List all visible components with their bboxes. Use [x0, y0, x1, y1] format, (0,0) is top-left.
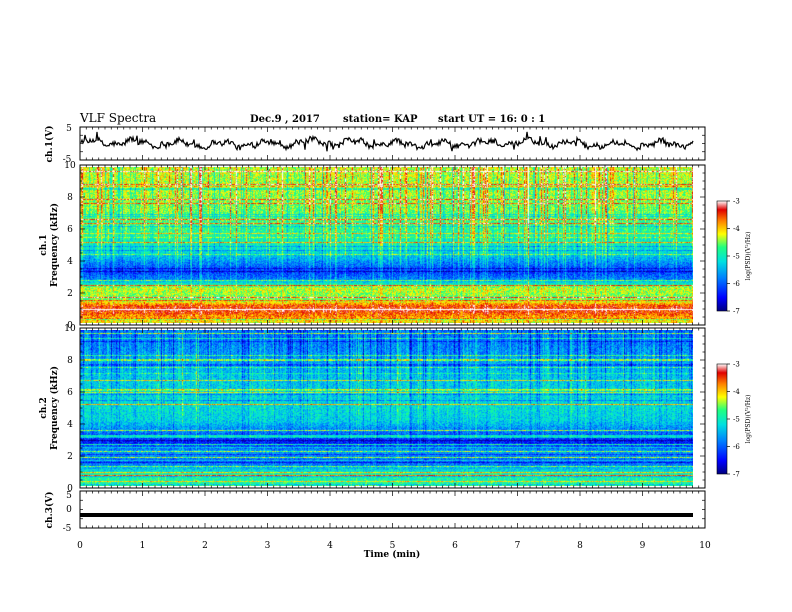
x-tick-label: 0	[77, 541, 83, 551]
time-axis-label: Time (min)	[364, 549, 421, 560]
x-tick-label: 5	[390, 541, 396, 551]
ch1-colorbar: -3 -4 -5 -6 -7 log(PSD)(V²/Hz)	[716, 198, 752, 316]
ch1-spectrogram-panel: 0 2 4 6 8 10 ch.1 Frequency (kHz)	[39, 161, 706, 331]
colorbar-tick-label: -5	[733, 253, 740, 261]
y-tick-label: 10	[64, 324, 76, 334]
ch2-colorbar-gradient	[716, 363, 728, 475]
ch2-colorbar-label: log(PSD)(V²/Hz)	[745, 395, 752, 444]
header-date: Dec.9 , 2017	[250, 114, 320, 125]
ch1-spectrogram-ylabel-ch: ch.1	[39, 234, 49, 255]
y-tick-label: 6	[67, 388, 73, 398]
ch1-spectrogram-yticks: 0 2 4 6 8 10	[64, 161, 705, 331]
y-tick-label: 2	[67, 289, 73, 299]
colorbar-tick-label: -6	[733, 443, 740, 451]
ch2-colorbar: -3 -4 -5 -6 -7 log(PSD)(V²/Hz)	[716, 361, 752, 479]
colorbar-tick-label: -7	[733, 308, 740, 316]
colorbar-tick-label: -3	[733, 361, 740, 369]
ch2-spectrogram-image	[80, 330, 693, 486]
colorbar-tick-label: -5	[733, 416, 740, 424]
y-tick-label: 4	[67, 257, 73, 267]
y-tick-label: 0	[67, 484, 73, 494]
ch1-waveform-panel: 5 -5 ch.1(V)	[44, 124, 706, 165]
y-tick-label: 4	[67, 420, 73, 430]
x-tick-label: 8	[577, 541, 583, 551]
chart-title: VLF Spectra	[79, 111, 156, 125]
ch3-ytick-bottom: -5	[63, 524, 72, 534]
header-station: station= KAP	[343, 114, 418, 125]
ch1-spectrogram-ylabel-freq: Frequency (kHz)	[49, 203, 60, 287]
y-tick-label: 8	[67, 193, 73, 203]
x-tick-label: 2	[202, 541, 208, 551]
ch1-ytick-bottom: -5	[63, 155, 72, 165]
ch3-waveform-ylabel: ch.3(V)	[44, 492, 55, 529]
x-tick-label: 1	[140, 541, 146, 551]
time-axis-tick-labels: 0 1 2 3 4 5 6 7 8 9 10	[77, 541, 711, 551]
ch2-spectrogram-yticks: 0 2 4 6 8 10	[64, 324, 705, 494]
colorbar-tick-label: -4	[733, 225, 740, 233]
ch1-spectrogram-image	[80, 167, 693, 323]
colorbar-tick-label: -7	[733, 471, 740, 479]
y-tick-label: 10	[64, 161, 76, 171]
colorbar-tick-label: -6	[733, 280, 740, 288]
y-tick-label: 2	[67, 452, 73, 462]
y-tick-label: 6	[67, 225, 73, 235]
header-start-ut: start UT = 16: 0 : 1	[438, 114, 545, 125]
x-tick-label: 3	[265, 541, 271, 551]
ch3-ytick-top: 5	[66, 491, 72, 501]
ch2-spectrogram-panel: 0 2 4 6 8 10 ch.2 Frequency (kHz)	[39, 324, 706, 494]
x-tick-label: 7	[515, 541, 521, 551]
ch2-spectrogram-ylabel-freq: Frequency (kHz)	[49, 366, 60, 450]
x-tick-label: 6	[452, 541, 458, 551]
colorbar-tick-label: -4	[733, 388, 740, 396]
ch3-waveform-panel: 5 0 -5 ch.3(V)	[44, 490, 706, 534]
ch1-waveform-ylabel: ch.1(V)	[44, 126, 55, 163]
time-axis-ticks	[79, 126, 706, 529]
ch1-colorbar-label: log(PSD)(V²/Hz)	[745, 232, 752, 281]
ch3-waveform-frame	[79, 490, 706, 529]
ch3-ytick-mid: 0	[66, 505, 72, 515]
y-tick-label: 0	[67, 321, 73, 331]
x-tick-label: 9	[640, 541, 646, 551]
y-tick-label: 8	[67, 356, 73, 366]
x-tick-label: 10	[699, 541, 711, 551]
ch1-ytick-top: 5	[66, 124, 72, 134]
ch1-waveform-line	[80, 131, 694, 152]
x-tick-label: 4	[327, 541, 333, 551]
colorbar-tick-label: -3	[733, 198, 740, 206]
ch2-spectrogram-ylabel-ch: ch.2	[39, 397, 49, 418]
ch1-colorbar-gradient	[716, 200, 728, 312]
